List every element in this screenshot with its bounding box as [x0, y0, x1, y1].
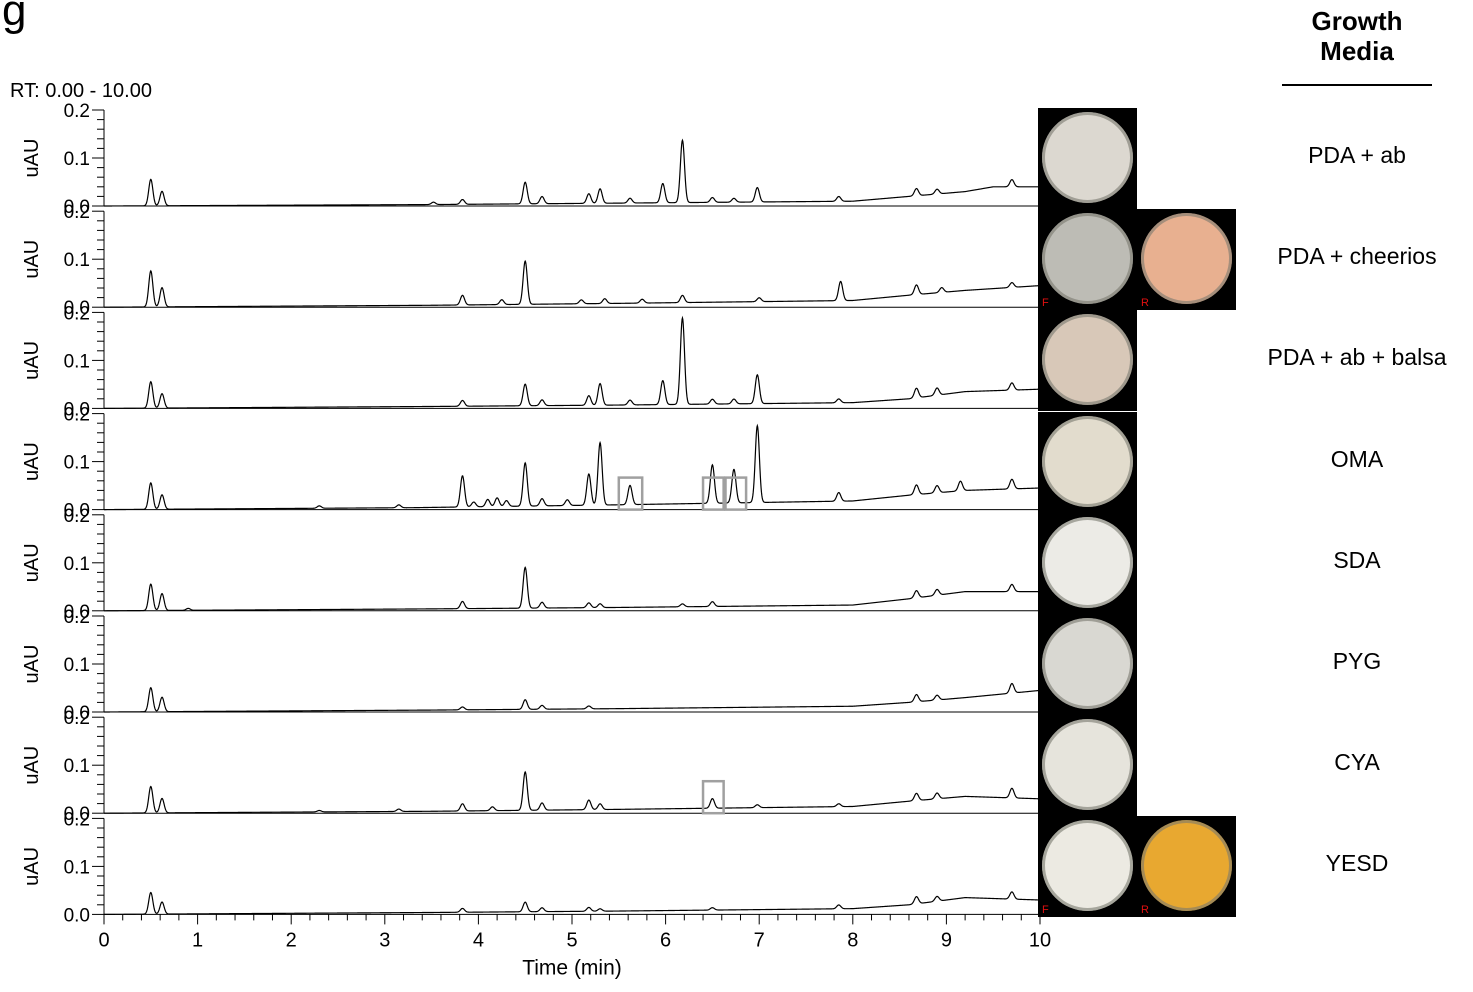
growth-media-header: Growth Media — [1282, 6, 1432, 66]
y-tick-label: 0.1 — [64, 655, 90, 676]
rt-range-label: RT: 0.00 - 10.00 — [10, 80, 152, 102]
x-tick-label: 6 — [660, 929, 671, 951]
x-tick-label: 3 — [379, 929, 390, 951]
y-tick-label: 0.2 — [64, 405, 90, 426]
media-label: PDA + cheerios — [1277, 243, 1437, 270]
plate-image-front: F — [1038, 816, 1137, 918]
y-tick-label: 0.2 — [64, 101, 90, 122]
plate-image-front — [1038, 411, 1137, 513]
highlight-box — [724, 476, 748, 511]
y-axis-label: uAU — [21, 746, 43, 785]
plate-side-mark: R — [1141, 297, 1149, 310]
petri-dish — [1042, 415, 1133, 507]
y-tick-label: 0.2 — [64, 202, 90, 223]
y-axis-label: uAU — [21, 139, 43, 178]
plate-image-front — [1038, 715, 1137, 817]
chromatogram-trace — [104, 423, 1041, 511]
petri-dish — [1042, 314, 1133, 406]
y-tick-label: 0.1 — [64, 149, 90, 170]
y-axis-label: uAU — [21, 543, 43, 582]
x-tick-label: 4 — [473, 929, 484, 951]
y-tick-label: 0.2 — [64, 809, 90, 830]
petri-dish — [1141, 213, 1232, 305]
plate-side-mark: F — [1042, 297, 1049, 310]
y-tick-label: 0.2 — [64, 506, 90, 527]
y-tick-label: 0.0 — [64, 298, 90, 319]
y-tick-label: 0.0 — [64, 501, 90, 522]
highlight-box — [701, 779, 725, 815]
petri-dish — [1141, 820, 1232, 912]
y-tick-label: 0.0 — [64, 197, 90, 218]
y-tick-label: 0.2 — [64, 708, 90, 729]
plate-image-front — [1038, 108, 1137, 209]
panel-letter: g — [2, 0, 27, 35]
plate-side-mark: R — [1141, 904, 1149, 917]
y-tick-label: 0.1 — [64, 453, 90, 474]
plate-side-mark: F — [1042, 904, 1049, 917]
x-tick-label: 0 — [98, 929, 109, 951]
chromatogram-trace — [104, 682, 1041, 713]
growth-media-header-underline — [1282, 84, 1432, 86]
x-axis-label: Time (min) — [522, 956, 622, 979]
chromatogram-trace — [104, 566, 1040, 612]
x-tick-label: 2 — [286, 929, 297, 951]
growth-media-header-line2: Media — [1320, 36, 1394, 66]
y-tick-label: 0.1 — [64, 756, 90, 777]
highlight-box — [701, 476, 725, 511]
petri-dish — [1042, 516, 1133, 608]
y-tick-label: 0.0 — [64, 905, 90, 926]
petri-dish — [1042, 719, 1133, 811]
chromatogram-trace — [104, 770, 1041, 814]
x-tick-label: 9 — [941, 929, 952, 951]
y-axis-label: uAU — [21, 341, 43, 380]
media-label: YESD — [1325, 850, 1389, 877]
media-label: PYG — [1332, 648, 1382, 674]
chromatogram-trace — [104, 315, 1041, 409]
y-tick-label: 0.0 — [64, 804, 90, 825]
petri-dish — [1042, 618, 1133, 709]
y-tick-label: 0.0 — [64, 399, 90, 420]
chromatogram-trace — [104, 259, 1041, 308]
y-axis-label: uAU — [21, 240, 43, 279]
plate-image-front — [1038, 512, 1137, 614]
y-tick-label: 0.1 — [64, 857, 90, 878]
y-tick-label: 0.2 — [64, 607, 90, 628]
y-tick-label: 0.2 — [64, 303, 90, 324]
petri-dish — [1042, 820, 1133, 912]
x-tick-label: 7 — [754, 929, 765, 951]
y-axis-label: uAU — [21, 847, 43, 886]
y-axis-label: uAU — [21, 645, 43, 684]
y-tick-label: 0.0 — [64, 602, 90, 623]
chromatogram-trace — [104, 891, 1041, 915]
plate-image-reverse: R — [1137, 816, 1236, 918]
x-tick-label: 8 — [847, 929, 858, 951]
y-tick-label: 0.1 — [64, 554, 90, 575]
y-tick-label: 0.0 — [64, 703, 90, 724]
plate-image-front — [1038, 310, 1137, 412]
chromatogram-trace — [104, 138, 1040, 207]
x-tick-label: 1 — [192, 929, 203, 951]
media-label: OMA — [1330, 445, 1384, 472]
media-label: PDA + ab — [1308, 142, 1406, 168]
petri-dish — [1042, 112, 1133, 203]
plate-image-front: F — [1038, 209, 1137, 311]
y-tick-label: 0.1 — [64, 250, 90, 271]
growth-media-header-line1: Growth — [1311, 6, 1403, 36]
x-tick-label: 5 — [566, 929, 577, 951]
x-tick-label: 10 — [1029, 929, 1051, 951]
y-axis-label: uAU — [21, 442, 43, 481]
y-tick-label: 0.1 — [64, 351, 90, 372]
media-label: CYA — [1334, 749, 1380, 776]
media-label: PDA + ab + balsa — [1267, 344, 1447, 371]
media-label: SDA — [1333, 546, 1381, 573]
plate-image-reverse: R — [1137, 209, 1236, 311]
petri-dish — [1042, 213, 1133, 305]
plate-image-front — [1038, 614, 1137, 715]
highlight-box — [617, 476, 644, 511]
